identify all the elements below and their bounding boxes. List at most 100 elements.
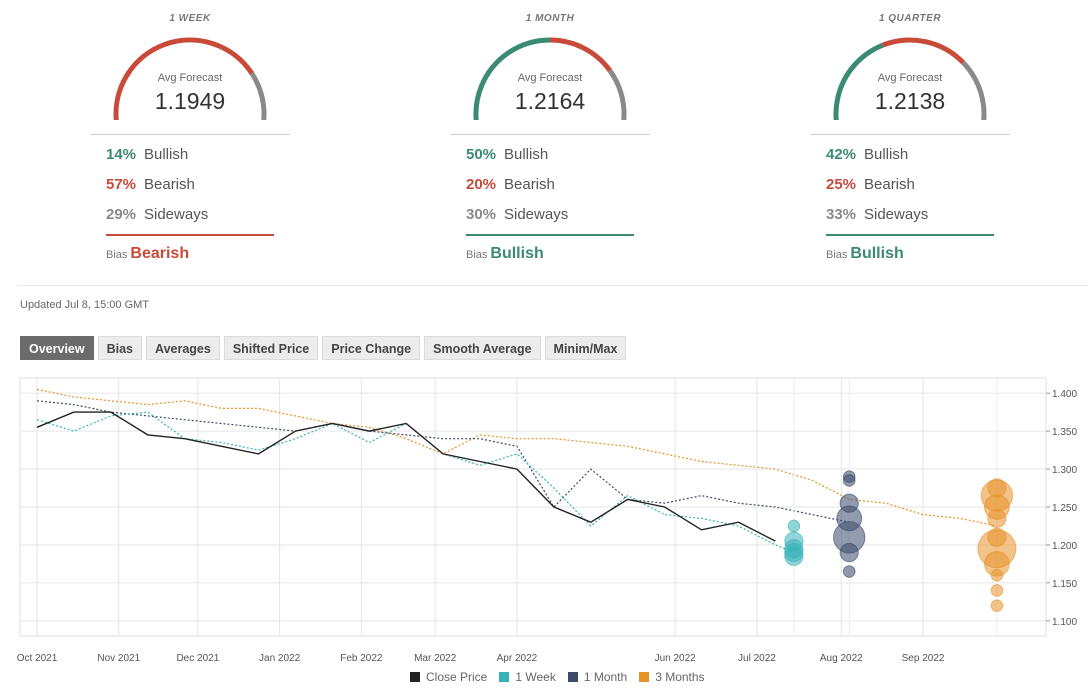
y-tick-label: 1.250: [1052, 503, 1077, 514]
x-tick-label: Sep 2022: [902, 653, 945, 664]
forecast-bubble-1-week[interactable]: [787, 519, 801, 533]
gauge-sideways-arc: [961, 60, 987, 120]
y-tick-label: 1.200: [1052, 541, 1077, 552]
x-tick-label: Jan 2022: [259, 653, 301, 664]
tab-minim-max[interactable]: Minim/Max: [544, 336, 627, 360]
x-tick-label: Jul 2022: [738, 653, 776, 664]
forecast-bubble-1-month[interactable]: [842, 474, 856, 487]
bearish-row: 25% Bearish: [826, 176, 915, 193]
sideways-label: Sideways: [144, 206, 209, 223]
forecast-bubble-3-months[interactable]: [990, 568, 1004, 582]
x-tick-label: Aug 2022: [820, 653, 863, 664]
gauge-bearish-arc: [549, 37, 612, 73]
legend-swatch: [567, 672, 578, 682]
avg-forecast-label: Avg Forecast: [517, 72, 583, 84]
bullish-row: 14% Bullish: [106, 146, 188, 163]
bias-label: Bias: [466, 249, 488, 261]
forecast-bubble-1-month[interactable]: [839, 493, 859, 513]
bearish-pct: 25%: [826, 176, 857, 193]
tab-price-change[interactable]: Price Change: [322, 336, 421, 360]
avg-forecast-value: 1.1949: [154, 88, 226, 114]
forecast-bubble-1-week[interactable]: [784, 546, 804, 566]
bearish-label: Bearish: [144, 176, 195, 193]
x-tick-label: Jun 2022: [655, 653, 697, 664]
bullish-row: 42% Bullish: [826, 146, 908, 163]
bias-label: Bias: [826, 249, 848, 261]
y-tick-label: 1.350: [1052, 427, 1077, 438]
sideways-label: Sideways: [504, 206, 569, 223]
forecast-bubble-3-months[interactable]: [987, 508, 1007, 528]
series-line-close-price: [36, 411, 776, 542]
legend-swatch: [499, 672, 510, 682]
bullish-label: Bullish: [864, 146, 909, 163]
forecast-gauge: [833, 37, 987, 120]
forecast-gauge: [113, 37, 267, 120]
bias-value: Bearish: [130, 245, 190, 262]
sideways-pct: 30%: [466, 206, 497, 223]
avg-forecast-value: 1.2138: [874, 88, 946, 114]
bullish-pct: 50%: [466, 146, 497, 163]
bias-row: Bias Bullish: [466, 245, 544, 263]
sideways-label: Sideways: [864, 206, 929, 223]
forecast-panel-1-quarter: 1 QUARTER Avg Forecast 1.2138 42% Bullish…: [810, 0, 1010, 280]
forecast-gauge: [473, 37, 627, 120]
updated-timestamp: Updated Jul 8, 15:00 GMT: [20, 299, 150, 311]
forecast-bubble-3-months[interactable]: [990, 599, 1004, 612]
series-line-1-week: [36, 411, 795, 554]
divider: [90, 134, 290, 135]
bias-label: Bias: [106, 249, 128, 261]
forecast-bubble-1-month[interactable]: [842, 565, 856, 578]
series-line-1-month: [36, 400, 850, 523]
legend-item-3-months[interactable]: 3 Months: [639, 670, 705, 684]
legend-swatch: [410, 672, 420, 682]
x-tick-label: Feb 2022: [340, 653, 383, 664]
forecast-bubble-3-months[interactable]: [990, 584, 1004, 597]
period-title: 1 WEEK: [169, 13, 211, 24]
x-tick-label: Nov 2021: [97, 653, 140, 664]
bias-underline: [106, 234, 274, 236]
x-tick-label: Oct 2021: [17, 653, 58, 664]
tab-bias[interactable]: Bias: [97, 336, 142, 360]
bullish-row: 50% Bullish: [466, 146, 548, 163]
forecast-bubble-1-month[interactable]: [839, 542, 859, 563]
bearish-pct: 57%: [106, 176, 137, 193]
bullish-label: Bullish: [504, 146, 549, 163]
forecast-bubble-3-months[interactable]: [987, 478, 1007, 498]
bearish-row: 57% Bearish: [106, 176, 195, 193]
legend-item-1-week[interactable]: 1 Week: [499, 670, 556, 684]
tab-shifted-price[interactable]: Shifted Price: [223, 336, 319, 360]
forecast-panel-1-month: 1 MONTH Avg Forecast 1.2164 50% Bullish 2…: [450, 0, 650, 280]
legend-label: 1 Week: [515, 670, 556, 684]
bearish-label: Bearish: [864, 176, 915, 193]
forecast-chart: Oct 2021 Nov 2021 Dec 2021 Jan 2022 Feb 2022…: [17, 377, 1077, 664]
bias-underline: [466, 234, 634, 236]
gauge-sideways-arc: [607, 69, 627, 120]
bias-value: Bullish: [850, 245, 904, 262]
sideways-row: 33% Sideways: [826, 206, 928, 223]
y-tick-label: 1.300: [1052, 465, 1077, 476]
avg-forecast-value: 1.2164: [514, 88, 586, 114]
chart-grid: [19, 377, 1050, 637]
legend-label: Close Price: [426, 670, 488, 684]
avg-forecast-label: Avg Forecast: [157, 72, 223, 84]
bullish-pct: 42%: [826, 146, 857, 163]
legend-swatch: [639, 672, 650, 682]
gauge-bearish-arc: [881, 37, 965, 65]
sideways-row: 30% Sideways: [466, 206, 568, 223]
forecast-bubble-3-months[interactable]: [987, 527, 1007, 547]
legend-item-1-month[interactable]: 1 Month: [567, 670, 628, 684]
forecast-panel-1-week: 1 WEEK Avg Forecast 1.1949 14% Bullish 57…: [90, 0, 290, 280]
gauge-bullish-arc: [833, 42, 884, 120]
legend-item-close-price[interactable]: Close Price: [410, 670, 487, 684]
legend-label: 1 Month: [583, 670, 628, 684]
period-title: 1 QUARTER: [878, 13, 942, 24]
x-tick-label: Apr 2022: [497, 653, 538, 664]
tab-overview[interactable]: Overview: [20, 336, 94, 360]
bias-underline: [826, 234, 994, 236]
divider: [810, 134, 1010, 135]
bias-row: Bias Bullish: [826, 245, 904, 263]
tab-averages[interactable]: Averages: [146, 336, 220, 360]
tab-smooth-average[interactable]: Smooth Average: [424, 336, 541, 360]
legend-label: 3 Months: [655, 670, 705, 684]
chart-tabs: Overview Bias Averages Shifted Price Pri…: [20, 336, 630, 360]
